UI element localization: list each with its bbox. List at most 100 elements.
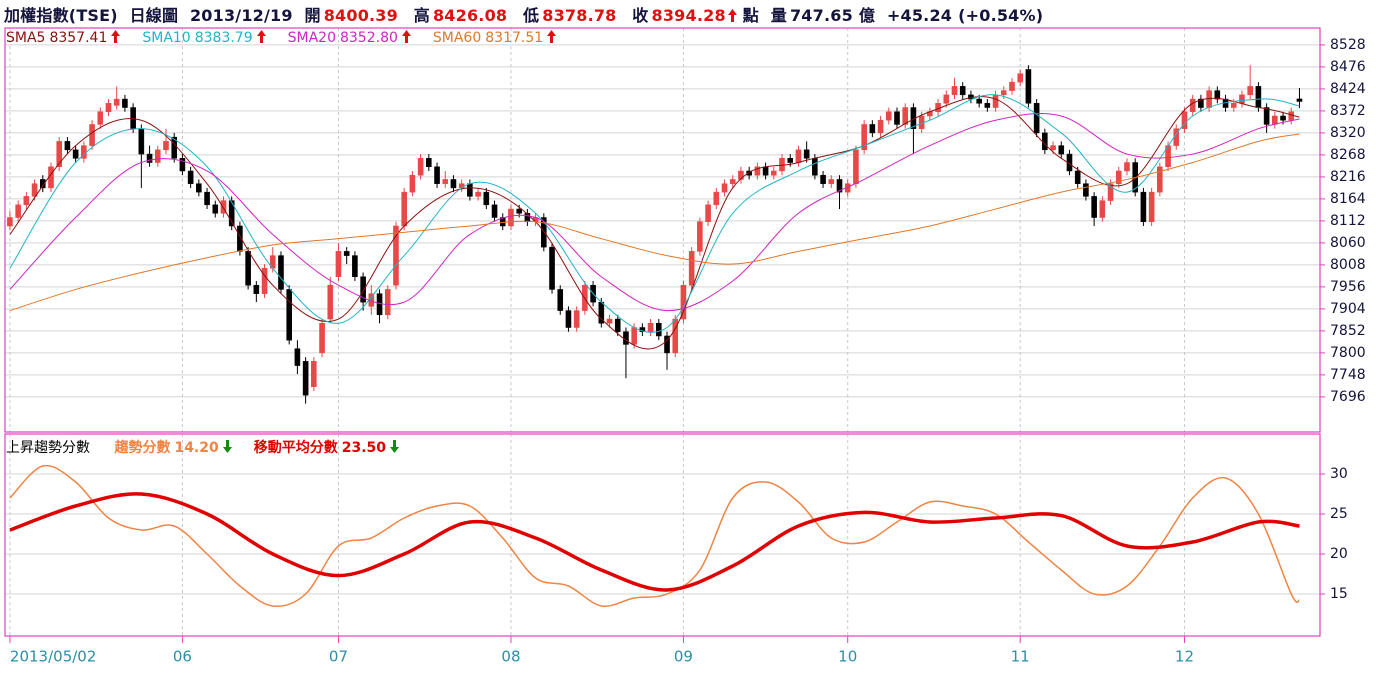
candle-body	[861, 124, 867, 151]
arrow-shape	[401, 30, 411, 43]
x-tick-label: 11	[1011, 648, 1030, 666]
candle-body	[1230, 103, 1237, 108]
y-tick-label: 8216	[1330, 169, 1366, 185]
open-label: 開	[304, 6, 321, 25]
legend-name: SMA10	[142, 30, 191, 46]
candle-body	[146, 153, 153, 163]
candle-body	[253, 284, 260, 294]
change: +45.24	[886, 6, 953, 25]
candle-body	[1074, 170, 1081, 184]
candle-body	[984, 103, 991, 108]
candle-body	[1247, 86, 1253, 96]
candle-body	[384, 289, 391, 316]
candle-body	[138, 128, 145, 155]
candle-body	[393, 225, 399, 286]
candle-body	[721, 183, 728, 193]
candle-body	[1000, 90, 1007, 96]
candle-body	[23, 196, 30, 206]
candle-body	[499, 217, 506, 227]
candle-body	[877, 119, 884, 134]
candle-body	[516, 208, 522, 214]
title: 加權指數(TSE)	[4, 6, 118, 25]
y-tick-label: 7852	[1330, 323, 1366, 339]
y-tick-label: 20	[1330, 546, 1348, 562]
y-tick-label: 8008	[1330, 257, 1366, 273]
y-tick-label: 8164	[1330, 191, 1366, 207]
legend-item: 趨勢分數 14.20	[114, 440, 232, 456]
candle-body	[565, 310, 572, 328]
candle-body	[959, 86, 966, 96]
panel	[5, 434, 1325, 636]
legend-value: 14.20	[174, 440, 219, 456]
close-value: 8394.28	[651, 6, 726, 25]
y-tick-label: 8112	[1330, 213, 1366, 229]
legend-name: 趨勢分數	[114, 440, 171, 456]
panel-title: 上昇趨勢分數	[6, 440, 90, 456]
header: 加權指數(TSE) 日線圖 2013/12/19 開 8400.39 高 8426.…	[4, 2, 1049, 26]
candle-body	[1140, 191, 1147, 223]
legend-item: 移動平均分數 23.50	[254, 440, 400, 456]
close-unit: 點	[742, 6, 759, 25]
candle-body	[1206, 90, 1212, 108]
candle-body	[1058, 145, 1065, 155]
y-tick-label: 8320	[1330, 125, 1366, 141]
volume-label: 量	[770, 6, 787, 25]
candle-body	[573, 310, 580, 328]
legend-value: 8383.79	[194, 30, 253, 46]
candle-body	[1042, 132, 1048, 151]
candle-body	[631, 327, 637, 345]
y-tick-label: 8424	[1330, 81, 1366, 97]
candle-body	[1115, 170, 1122, 184]
series-line	[9, 133, 1300, 312]
candle-body	[442, 179, 449, 184]
candle-body	[105, 103, 112, 113]
candle-body	[228, 200, 235, 227]
panel-border	[4, 27, 1321, 433]
candle-body	[467, 183, 473, 197]
candle-body	[1124, 162, 1130, 172]
arrow-shape	[256, 30, 266, 43]
x-tick-label: 2013/05/02	[10, 648, 96, 666]
candle-body	[302, 361, 309, 396]
legend: SMA5 8357.41 SMA10 8383.79 SMA20 8352.80 SMA60…	[6, 30, 578, 46]
candle-body	[327, 284, 334, 320]
x-tick-label: 12	[1175, 648, 1194, 666]
candle-body	[508, 208, 514, 227]
candle-body	[738, 170, 744, 180]
candle-body	[1148, 191, 1155, 223]
candle-body	[475, 191, 481, 197]
candle-body	[1272, 115, 1278, 125]
legend-value: 8357.41	[49, 30, 108, 46]
candle-body	[1198, 98, 1204, 108]
legend-value: 23.50	[341, 440, 387, 456]
candle-body	[163, 141, 169, 151]
legend-value: 8352.80	[339, 30, 398, 46]
legend-name: SMA5	[6, 30, 46, 46]
candle-body	[541, 217, 547, 248]
change-pct: (+0.54%)	[958, 6, 1044, 25]
candle-body	[401, 191, 407, 227]
arrow-shape	[390, 440, 400, 453]
arrow-shape	[111, 30, 121, 43]
candle-body	[869, 124, 876, 134]
candle-body	[902, 107, 909, 125]
volume-unit: 億	[858, 6, 876, 25]
candle-body	[1157, 166, 1163, 193]
candle-body	[853, 149, 859, 184]
candle-body	[7, 217, 13, 227]
trend-arrow	[390, 440, 400, 453]
legend-value: 8317.51	[485, 30, 544, 46]
candle-body	[795, 149, 802, 163]
candle-body	[483, 191, 490, 206]
low-label: 低	[523, 6, 540, 25]
y-tick-label: 8372	[1330, 103, 1366, 119]
series-line	[9, 464, 1301, 608]
candle-body	[220, 200, 227, 214]
candle-body	[647, 323, 654, 332]
candle-body	[1009, 81, 1015, 91]
candle-body	[894, 111, 900, 125]
candle-body	[762, 166, 769, 176]
candle-body	[352, 255, 358, 277]
legend-name: SMA60	[432, 30, 482, 46]
candle-body	[1239, 94, 1245, 104]
